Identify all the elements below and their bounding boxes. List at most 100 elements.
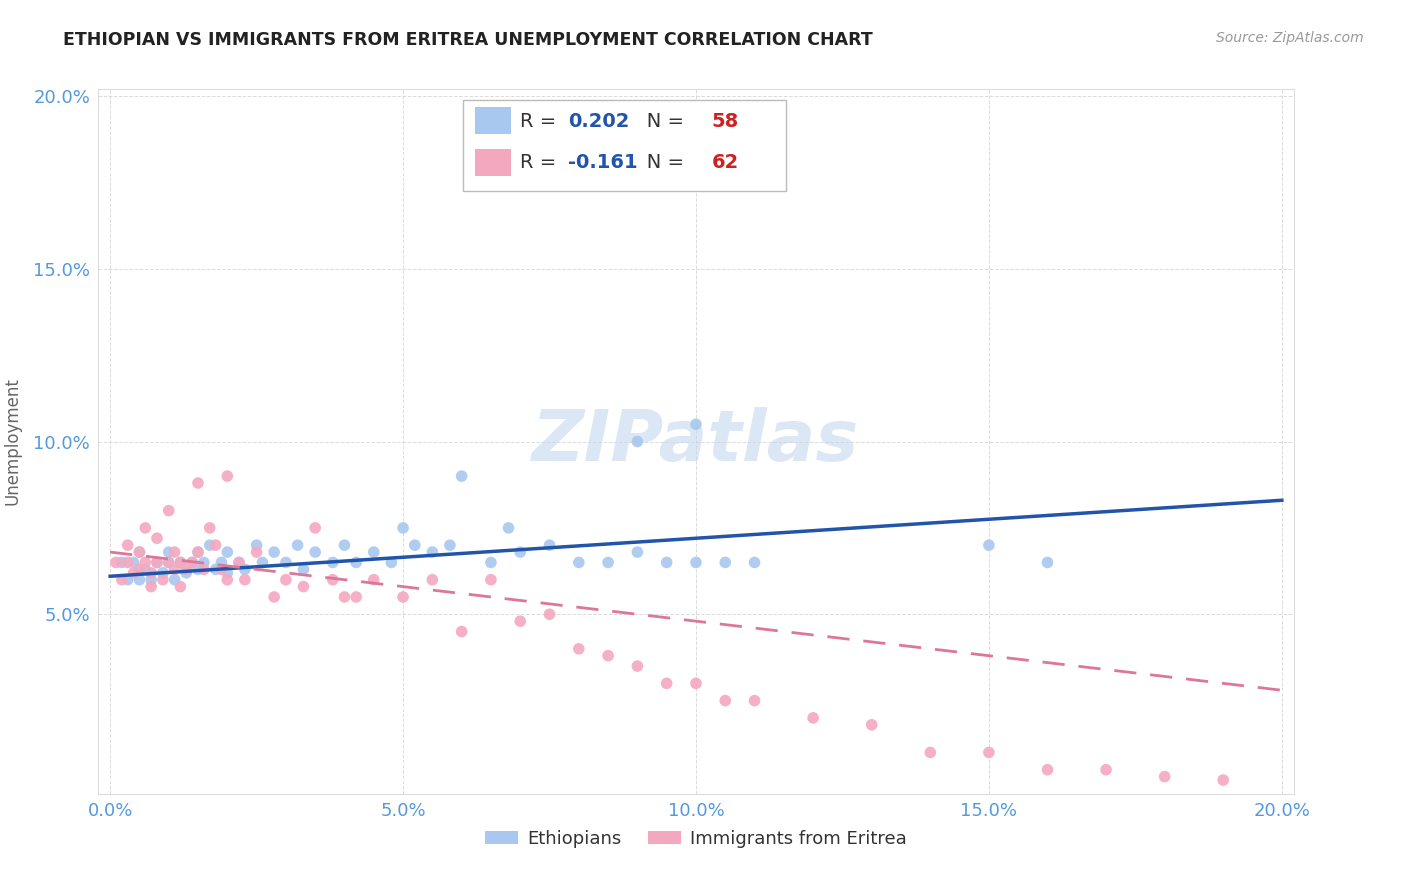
Point: [157, 503, 180, 517]
Point: [246, 538, 269, 552]
Point: [233, 562, 256, 576]
Point: [714, 556, 737, 570]
Point: [977, 538, 1000, 552]
Point: [111, 556, 134, 570]
Point: [404, 538, 426, 552]
Point: [122, 566, 145, 580]
Point: [1036, 556, 1059, 570]
Point: [450, 624, 472, 639]
Point: [117, 556, 139, 570]
FancyBboxPatch shape: [463, 100, 786, 192]
Point: [422, 545, 444, 559]
Point: [977, 746, 1000, 760]
Point: [287, 538, 309, 552]
Point: [193, 556, 215, 570]
Point: [509, 545, 531, 559]
Point: [538, 607, 561, 622]
Point: [187, 475, 209, 490]
FancyBboxPatch shape: [475, 149, 510, 176]
Point: [163, 573, 186, 587]
Point: [274, 556, 297, 570]
Point: [439, 538, 461, 552]
Point: [322, 573, 344, 587]
Point: [152, 566, 174, 580]
Point: [509, 614, 531, 628]
Point: [163, 545, 186, 559]
Point: [568, 641, 591, 656]
Point: [392, 590, 415, 604]
Point: [111, 573, 134, 587]
Point: [157, 556, 180, 570]
Point: [157, 556, 180, 570]
Point: [344, 556, 367, 570]
Point: [211, 556, 233, 570]
Point: [626, 545, 648, 559]
Point: [333, 538, 356, 552]
Point: [174, 566, 197, 580]
Point: [128, 573, 150, 587]
Point: [204, 562, 226, 576]
Text: R =: R =: [520, 112, 562, 131]
Point: [134, 562, 156, 576]
Text: N =: N =: [628, 153, 690, 171]
Point: [655, 176, 678, 190]
Point: [304, 521, 326, 535]
Point: [217, 573, 239, 587]
Point: [128, 545, 150, 559]
Point: [1036, 763, 1059, 777]
Point: [187, 545, 209, 559]
Point: [117, 538, 139, 552]
Point: [920, 746, 942, 760]
Point: [498, 521, 520, 535]
Point: [685, 676, 707, 690]
Point: [128, 562, 150, 576]
Text: ETHIOPIAN VS IMMIGRANTS FROM ERITREA UNEMPLOYMENT CORRELATION CHART: ETHIOPIAN VS IMMIGRANTS FROM ERITREA UNE…: [63, 31, 873, 49]
Point: [598, 556, 620, 570]
Text: 0.202: 0.202: [568, 112, 630, 131]
Point: [333, 590, 356, 604]
Point: [450, 469, 472, 483]
Point: [198, 538, 221, 552]
Point: [187, 562, 209, 576]
Point: [122, 556, 145, 570]
Point: [1153, 770, 1175, 784]
Point: [217, 545, 239, 559]
Point: [392, 521, 415, 535]
Point: [141, 573, 163, 587]
Point: [217, 566, 239, 580]
Point: [744, 556, 766, 570]
Point: [217, 469, 239, 483]
Point: [233, 573, 256, 587]
Point: [204, 538, 226, 552]
Text: 58: 58: [711, 112, 738, 131]
Point: [304, 545, 326, 559]
Point: [169, 556, 191, 570]
Point: [685, 417, 707, 432]
Point: [363, 573, 385, 587]
Y-axis label: Unemployment: Unemployment: [4, 377, 22, 506]
Point: [117, 573, 139, 587]
Point: [422, 573, 444, 587]
Point: [252, 556, 274, 570]
Point: [801, 711, 824, 725]
Point: [163, 562, 186, 576]
Point: [292, 580, 315, 594]
Point: [655, 676, 678, 690]
Point: [174, 562, 197, 576]
Point: [198, 521, 221, 535]
Point: [146, 556, 169, 570]
Point: [169, 556, 191, 570]
Text: ZIPatlas: ZIPatlas: [533, 407, 859, 476]
Point: [363, 545, 385, 559]
Point: [538, 538, 561, 552]
Point: [714, 693, 737, 707]
Text: 62: 62: [711, 153, 738, 171]
Point: [152, 573, 174, 587]
Legend: Ethiopians, Immigrants from Eritrea: Ethiopians, Immigrants from Eritrea: [478, 823, 914, 855]
Point: [598, 648, 620, 663]
Point: [655, 556, 678, 570]
Point: [322, 556, 344, 570]
Point: [1212, 773, 1234, 788]
Point: [181, 556, 204, 570]
Point: [344, 590, 367, 604]
